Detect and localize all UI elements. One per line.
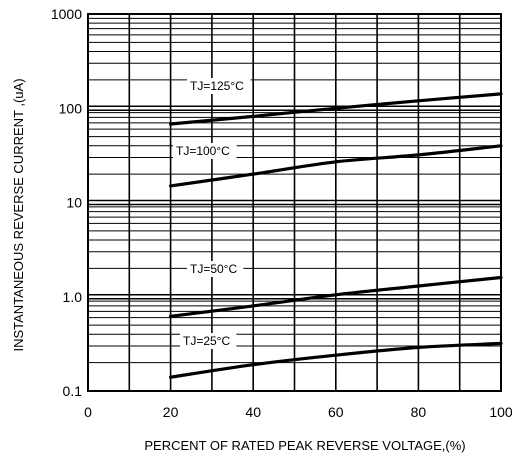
curve-labels: TJ=125°C TJ=100°C TJ=50°C TJ=25°C: [173, 78, 251, 349]
curve-label-bg: [187, 78, 251, 94]
x-tick-label: 60: [328, 404, 344, 420]
grid: [88, 14, 501, 391]
x-tick-label: 40: [245, 404, 261, 420]
y-tick-label: 0.1: [63, 383, 83, 399]
curve-label-bg: [180, 333, 237, 349]
curve-line: [169, 341, 503, 379]
x-tick-labels: 0 20 40 60 80 100: [84, 404, 513, 420]
curve-label: TJ=25°C: [183, 334, 230, 348]
x-tick-label: 20: [163, 404, 179, 420]
y-tick-label: 1000: [51, 6, 82, 22]
curve-label-bg: [173, 143, 237, 159]
curve-line: [169, 275, 503, 318]
curve-line: [169, 92, 503, 126]
plot-frame: [87, 13, 502, 392]
y-tick-label: 1.0: [63, 289, 83, 305]
x-tick-label: 100: [489, 404, 513, 420]
curve-label: TJ=100°C: [176, 144, 230, 158]
y-tick-label: 10: [66, 195, 82, 211]
curve-label: TJ=50°C: [190, 262, 237, 276]
x-axis-title: PERCENT OF RATED PEAK REVERSE VOLTAGE,(%…: [144, 438, 465, 453]
curves: [169, 92, 503, 379]
curve-label-bg: [187, 261, 244, 277]
y-axis-title: INSTANTANEOUS REVERSE CURRENT ,(uA): [11, 78, 26, 351]
y-tick-label: 100: [59, 100, 83, 116]
curve-label: TJ=125°C: [190, 79, 244, 93]
curve-line: [169, 144, 503, 188]
y-tick-labels: 0.1 1.0 10 100 1000: [51, 6, 82, 399]
x-tick-label: 80: [411, 404, 427, 420]
x-tick-label: 0: [84, 404, 92, 420]
